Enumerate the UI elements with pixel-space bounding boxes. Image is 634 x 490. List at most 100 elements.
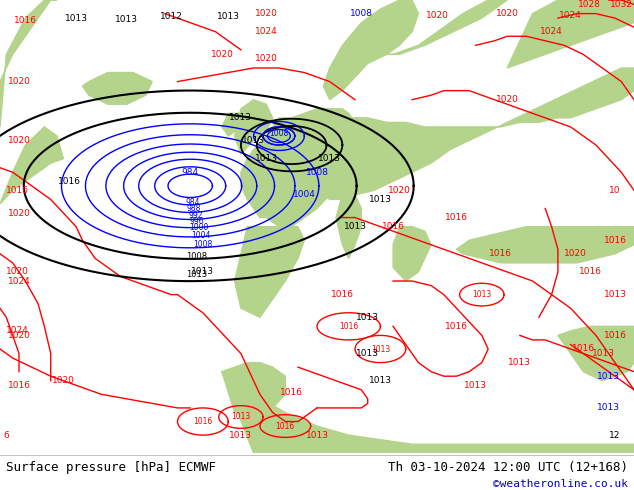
Text: 1032: 1032 xyxy=(610,0,633,9)
Text: 1013: 1013 xyxy=(464,381,487,390)
Text: 1008: 1008 xyxy=(350,9,373,18)
Text: 1020: 1020 xyxy=(8,331,30,340)
Text: 1013: 1013 xyxy=(369,376,392,385)
Polygon shape xyxy=(222,371,634,453)
Text: 1013: 1013 xyxy=(230,113,252,122)
Text: 1013: 1013 xyxy=(356,349,379,358)
Text: Th 03-10-2024 12:00 UTC (12+168): Th 03-10-2024 12:00 UTC (12+168) xyxy=(387,462,628,474)
Text: 1013: 1013 xyxy=(217,12,240,21)
Text: 6: 6 xyxy=(3,431,10,440)
Text: 1016: 1016 xyxy=(445,322,468,331)
Text: 1013: 1013 xyxy=(356,313,379,322)
Text: 1008: 1008 xyxy=(306,168,328,177)
Text: 1024: 1024 xyxy=(559,11,582,21)
Polygon shape xyxy=(380,0,507,54)
Text: 10: 10 xyxy=(609,186,621,195)
Text: 1013: 1013 xyxy=(597,372,620,381)
Text: Surface pressure [hPa] ECMWF: Surface pressure [hPa] ECMWF xyxy=(6,462,216,474)
Text: 1013: 1013 xyxy=(344,222,366,231)
Text: 1013: 1013 xyxy=(231,413,250,421)
Text: 1013: 1013 xyxy=(371,344,390,353)
Polygon shape xyxy=(456,226,634,263)
Text: 1024: 1024 xyxy=(6,326,29,335)
Text: 1013: 1013 xyxy=(255,154,278,163)
Polygon shape xyxy=(241,109,361,226)
Text: 1008: 1008 xyxy=(186,251,207,261)
Polygon shape xyxy=(507,0,634,68)
Text: 1008: 1008 xyxy=(193,240,212,249)
Text: 984: 984 xyxy=(185,198,200,207)
Text: 1016: 1016 xyxy=(382,222,404,231)
Text: 1016: 1016 xyxy=(6,186,29,195)
Text: 1020: 1020 xyxy=(255,9,278,18)
Text: 1013: 1013 xyxy=(369,195,392,204)
Text: 1013: 1013 xyxy=(191,268,214,276)
Text: 12: 12 xyxy=(609,431,621,440)
Polygon shape xyxy=(558,326,634,381)
Polygon shape xyxy=(323,0,418,99)
Polygon shape xyxy=(0,127,63,204)
Text: 1013: 1013 xyxy=(472,290,491,299)
Text: 1024: 1024 xyxy=(255,27,278,36)
Text: 1016: 1016 xyxy=(579,268,602,276)
Polygon shape xyxy=(222,113,241,136)
Text: 996: 996 xyxy=(190,217,204,226)
Text: 1016: 1016 xyxy=(339,322,358,331)
Text: 1020: 1020 xyxy=(496,9,519,18)
Polygon shape xyxy=(222,363,285,417)
Text: 1020: 1020 xyxy=(8,136,30,145)
Polygon shape xyxy=(323,68,634,199)
Text: 984: 984 xyxy=(181,168,199,177)
Text: 1013: 1013 xyxy=(230,431,252,440)
Polygon shape xyxy=(0,0,57,127)
Text: 1020: 1020 xyxy=(52,376,75,385)
Text: 1013: 1013 xyxy=(186,270,207,279)
Polygon shape xyxy=(235,99,273,154)
Polygon shape xyxy=(336,195,361,258)
Text: 992: 992 xyxy=(188,211,203,220)
Text: 1016: 1016 xyxy=(58,177,81,186)
Text: 1028: 1028 xyxy=(578,0,601,9)
Text: 1016: 1016 xyxy=(331,290,354,299)
Text: 1016: 1016 xyxy=(8,381,30,390)
Text: 1013: 1013 xyxy=(115,15,138,24)
Text: 1012: 1012 xyxy=(160,12,183,21)
Text: 1000: 1000 xyxy=(189,223,209,232)
Text: 1016: 1016 xyxy=(276,421,295,431)
Text: 1020: 1020 xyxy=(564,249,587,258)
Text: 988: 988 xyxy=(186,204,201,214)
Text: 1008: 1008 xyxy=(269,129,288,138)
Text: 1020: 1020 xyxy=(388,186,411,195)
Polygon shape xyxy=(235,226,304,318)
Text: 1013: 1013 xyxy=(318,154,341,163)
Text: 1013: 1013 xyxy=(604,290,626,299)
Text: 1020: 1020 xyxy=(8,209,30,218)
Text: 1020: 1020 xyxy=(426,11,449,21)
Polygon shape xyxy=(82,73,152,104)
Text: 1013: 1013 xyxy=(508,358,531,367)
Text: 1013: 1013 xyxy=(65,14,87,23)
Text: 1016: 1016 xyxy=(280,388,303,396)
Text: 1016: 1016 xyxy=(489,249,512,258)
Text: 1016: 1016 xyxy=(604,331,626,340)
Text: 1016: 1016 xyxy=(572,344,595,353)
Polygon shape xyxy=(393,226,431,281)
Text: 1020: 1020 xyxy=(210,50,233,59)
Text: 1013: 1013 xyxy=(306,431,328,440)
Text: 1024: 1024 xyxy=(540,27,563,36)
Text: 1013: 1013 xyxy=(597,403,620,413)
Text: 1016: 1016 xyxy=(445,213,468,222)
Text: 1016: 1016 xyxy=(604,236,626,245)
Text: 1020: 1020 xyxy=(496,95,519,104)
Text: ©weatheronline.co.uk: ©weatheronline.co.uk xyxy=(493,480,628,490)
Text: 1004: 1004 xyxy=(191,231,210,240)
Text: 1016: 1016 xyxy=(14,16,37,25)
Text: 1024: 1024 xyxy=(8,276,30,286)
Text: 1016: 1016 xyxy=(193,417,212,426)
Text: 1004: 1004 xyxy=(293,191,316,199)
Text: 1013: 1013 xyxy=(242,136,265,145)
Text: 1020: 1020 xyxy=(6,268,29,276)
Text: 1020: 1020 xyxy=(8,77,30,86)
Text: 1013: 1013 xyxy=(592,349,615,358)
Text: 1020: 1020 xyxy=(255,54,278,64)
